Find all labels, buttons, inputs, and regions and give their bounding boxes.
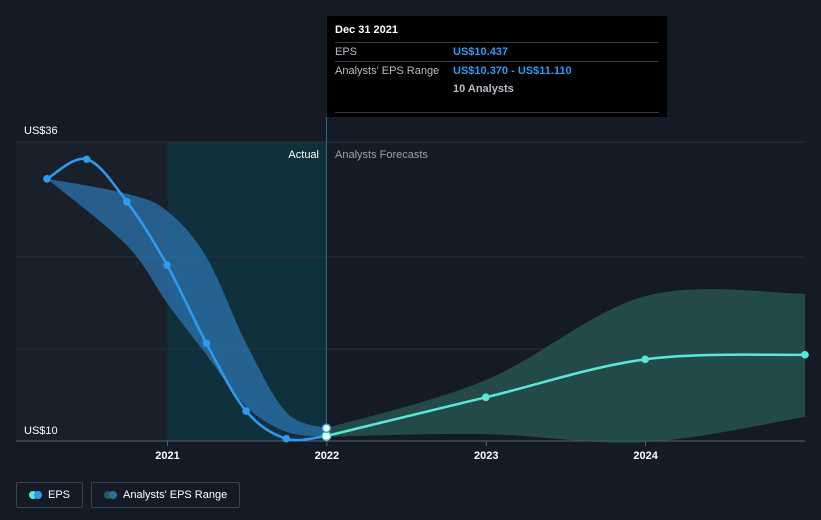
legend-label: Analysts' EPS Range: [123, 489, 228, 501]
forecast-label: Analysts Forecasts: [335, 149, 428, 161]
x-tick-label: 2024: [633, 450, 658, 462]
series-line: [326, 353, 806, 438]
data-point: [123, 198, 131, 206]
data-point: [82, 155, 91, 164]
tooltip-row-eps: EPS US$10.437: [335, 42, 659, 61]
range-high-point: [321, 423, 332, 433]
y-tick-label-bottom: US$10: [24, 425, 58, 437]
data-tooltip: Dec 31 2021 EPS US$10.437 Analysts' EPS …: [327, 16, 667, 117]
series-points: [43, 155, 809, 443]
tooltip-row-range: Analysts' EPS Range US$10.370 - US$11.11…: [335, 61, 659, 80]
x-tick-label: 2022: [315, 450, 339, 462]
data-point: [282, 434, 291, 443]
tooltip-value: US$10.437: [453, 46, 509, 58]
legend-label: EPS: [48, 489, 71, 501]
tooltip-row-analysts: 10 Analysts: [335, 80, 659, 98]
tooltip-date: Dec 31 2021: [335, 24, 398, 36]
legend-item-eps[interactable]: EPS: [16, 482, 84, 508]
y-tick-label-top: US$36: [24, 125, 58, 137]
legend-item-range[interactable]: Analysts' EPS Range: [91, 482, 241, 508]
data-point: [202, 339, 211, 348]
range-band: [47, 178, 327, 437]
x-tick-label: 2023: [474, 450, 498, 462]
tooltip-analysts: 10 Analysts: [453, 83, 514, 95]
series-line: [46, 157, 327, 442]
data-point: [43, 175, 51, 183]
range-bands: [47, 178, 805, 443]
data-point: [163, 261, 171, 269]
data-point: [801, 350, 809, 359]
data-point: [641, 355, 649, 364]
series-lines: [46, 157, 806, 442]
data-point: [242, 407, 250, 415]
range-band: [326, 289, 805, 443]
data-point: [321, 431, 332, 441]
legend: EPS Analysts' EPS Range: [16, 482, 241, 508]
x-axis: 2021 2022 2023 2024: [155, 441, 659, 462]
actual-label: Actual: [288, 149, 319, 161]
data-point: [482, 393, 490, 402]
x-tick-label: 2021: [155, 450, 179, 462]
tooltip-value: US$10.370 - US$11.110: [453, 65, 572, 77]
tooltip-divider: [335, 112, 659, 113]
tooltip-key: Analysts' EPS Range: [335, 65, 440, 77]
tooltip-key: EPS: [335, 46, 358, 58]
range-swatch-icon: [104, 491, 118, 499]
eps-swatch-icon: [29, 491, 42, 499]
